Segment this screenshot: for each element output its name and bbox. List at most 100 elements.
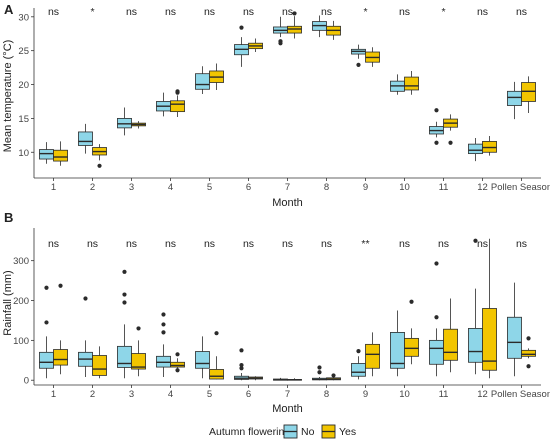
box-no <box>468 143 483 155</box>
outlier-point-no <box>434 140 439 145</box>
outlier-point-no <box>83 296 88 301</box>
significance-label: ns <box>165 238 176 250</box>
x-tick-label: 1 <box>51 389 56 400</box>
outlier-point-no <box>317 365 322 370</box>
outlier-point-no <box>434 261 439 266</box>
panel-b-x-axis-title: Month <box>272 403 303 415</box>
significance-label: ns <box>243 6 254 18</box>
box-no <box>39 351 54 369</box>
outlier-point-yes <box>136 326 141 331</box>
outlier-point-yes <box>526 336 531 341</box>
outlier-point-no <box>44 320 49 325</box>
box-yes <box>404 337 419 357</box>
panel-a-label: A <box>4 2 14 17</box>
outlier-point-yes <box>175 89 180 94</box>
outlier-point-no <box>239 362 244 368</box>
x-tick-label: 11 <box>439 389 449 400</box>
x-tick-label: 6 <box>246 182 251 193</box>
outlier-point-yes <box>526 364 531 369</box>
x-tick-label: 10 <box>399 182 410 193</box>
outlier-point-yes <box>175 368 180 373</box>
legend-item-no: No <box>301 426 315 438</box>
box-yes <box>92 355 107 376</box>
legend: Autumn flowering No Yes <box>209 424 356 439</box>
significance-label: ns <box>204 238 215 250</box>
x-tick-label: 2 <box>90 389 95 400</box>
x-tick-label: 4 <box>168 389 173 400</box>
outlier-point-no <box>317 370 322 375</box>
x-tick-label: 11 <box>439 182 449 193</box>
significance-label: ns <box>477 6 488 18</box>
panel-a-temperature: A Mean temperature (°C) Month 1015202530… <box>2 2 550 209</box>
significance-label: * <box>363 6 367 18</box>
box-yes <box>170 100 185 113</box>
outlier-point-no <box>122 292 127 297</box>
outlier-point-no <box>356 349 361 354</box>
outlier-point-no <box>44 285 49 290</box>
x-tick-label: 3 <box>129 182 134 193</box>
x-tick-label: 8 <box>324 389 329 400</box>
panel-b-y-axis-title: Rainfall (mm) <box>2 270 14 335</box>
box-yes <box>131 353 146 370</box>
outlier-point-no <box>161 322 166 327</box>
legend-item-yes: Yes <box>339 426 356 438</box>
outlier-point-no <box>278 39 283 44</box>
box-no <box>195 73 210 90</box>
box-yes <box>443 328 458 361</box>
y-tick-label: 300 <box>13 256 29 267</box>
box-no <box>507 90 522 106</box>
box-yes <box>404 76 419 91</box>
x-tick-label: 7 <box>285 389 290 400</box>
box-yes <box>365 343 380 369</box>
outlier-point-yes <box>292 11 297 16</box>
x-tick-label: 12 <box>477 389 488 400</box>
x-tick-label: 9 <box>363 389 368 400</box>
outlier-point-no <box>239 366 244 371</box>
x-tick-label: Pollen Season <box>491 389 550 400</box>
significance-label: ns <box>48 6 59 18</box>
y-tick-label: 0 <box>24 376 29 387</box>
y-tick-label: 10 <box>18 148 29 159</box>
box-no <box>117 345 132 368</box>
panel-a-x-axis-title: Month <box>272 197 303 209</box>
significance-label: ns <box>126 6 137 18</box>
box-yes <box>53 149 68 162</box>
significance-label: ns <box>282 238 293 250</box>
significance-label: ns <box>399 6 410 18</box>
box-no <box>468 328 483 363</box>
significance-label: * <box>90 6 94 18</box>
x-tick-label: 5 <box>207 182 212 193</box>
box-no <box>195 351 210 369</box>
significance-label: ns <box>87 238 98 250</box>
legend-title: Autumn flowering <box>209 426 290 438</box>
box-yes <box>53 349 68 366</box>
significance-label: ns <box>438 238 449 250</box>
x-tick-label: 4 <box>168 182 173 193</box>
box-yes <box>482 308 497 371</box>
significance-label: ns <box>126 238 137 250</box>
significance-label: ns <box>516 6 527 18</box>
outlier-point-yes <box>97 163 102 168</box>
outlier-point-yes <box>58 283 63 288</box>
x-tick-label: 8 <box>324 182 329 193</box>
outlier-point-no <box>473 238 478 243</box>
outlier-point-yes <box>331 373 336 378</box>
box-no <box>351 363 366 377</box>
significance-label: ns <box>321 238 332 250</box>
x-tick-label: 10 <box>399 389 410 400</box>
x-tick-label: 12 <box>477 182 488 193</box>
outlier-point-yes <box>214 331 219 336</box>
x-tick-label: 9 <box>363 182 368 193</box>
y-tick-label: 20 <box>18 80 29 91</box>
significance-label: ns <box>321 6 332 18</box>
significance-label: ns <box>282 6 293 18</box>
significance-label: ns <box>516 238 527 250</box>
y-tick-label: 200 <box>13 296 29 307</box>
outlier-point-no <box>239 348 244 353</box>
outlier-point-no <box>122 269 127 274</box>
y-tick-label: 25 <box>18 46 29 57</box>
outlier-point-yes <box>175 352 180 357</box>
